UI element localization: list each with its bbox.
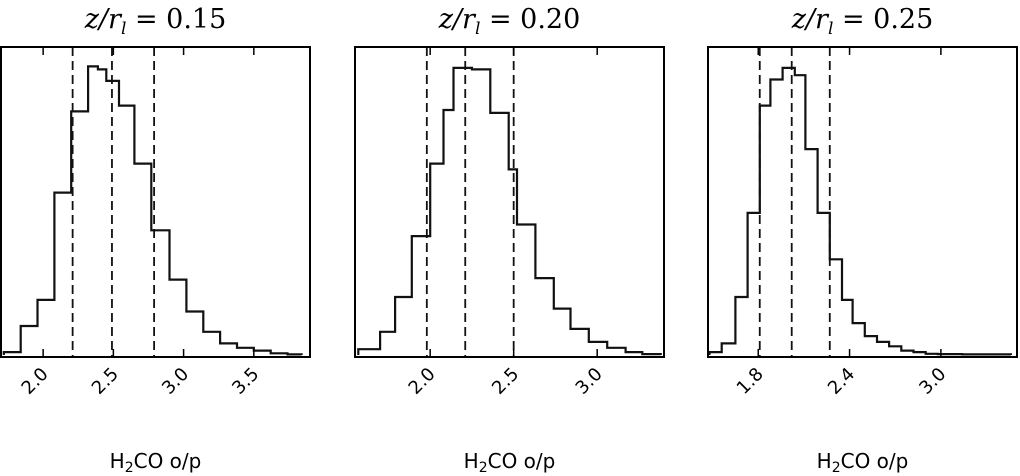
histogram-series: [708, 66, 1012, 356]
panel-title: z/rl = 0.15: [84, 4, 227, 39]
panel-title: z/rl = 0.20: [438, 4, 581, 39]
x-tick-label: 2.5: [88, 364, 123, 399]
x-tick-label: 2.0: [405, 364, 440, 399]
x-tick-label: 3.0: [158, 364, 193, 399]
x-tick-label: 2.0: [18, 364, 53, 399]
x-tick-label: 2.5: [488, 364, 523, 399]
axes-frame: [354, 46, 665, 358]
x-axis-label: H2CO o/p: [817, 449, 909, 476]
axes-frame: [707, 46, 1018, 358]
histogram-panel-2: z/rl = 0.20 2.0 2.5 3.0 H2CO o/p: [354, 4, 665, 476]
histogram-panel-1: z/rl = 0.15 2.0 2.5 3.0 3.5 H2CO o/p: [0, 4, 311, 476]
x-axis-label: H2CO o/p: [110, 449, 202, 476]
x-tick-label: 3.0: [572, 364, 607, 399]
panel-title: z/rl = 0.25: [791, 4, 934, 39]
x-tick-label: 1.8: [733, 364, 768, 399]
axes-frame: [0, 46, 311, 358]
histogram-series: [2, 65, 303, 356]
x-tick-label: 2.4: [824, 364, 859, 399]
histogram-series: [357, 66, 662, 356]
x-tick-label: 3.0: [915, 364, 950, 399]
histogram-panel-3: z/rl = 0.25 1.8 2.4 3.0 H2CO o/p: [707, 4, 1018, 476]
x-tick-label: 3.5: [228, 364, 263, 399]
x-axis-label: H2CO o/p: [464, 449, 556, 476]
